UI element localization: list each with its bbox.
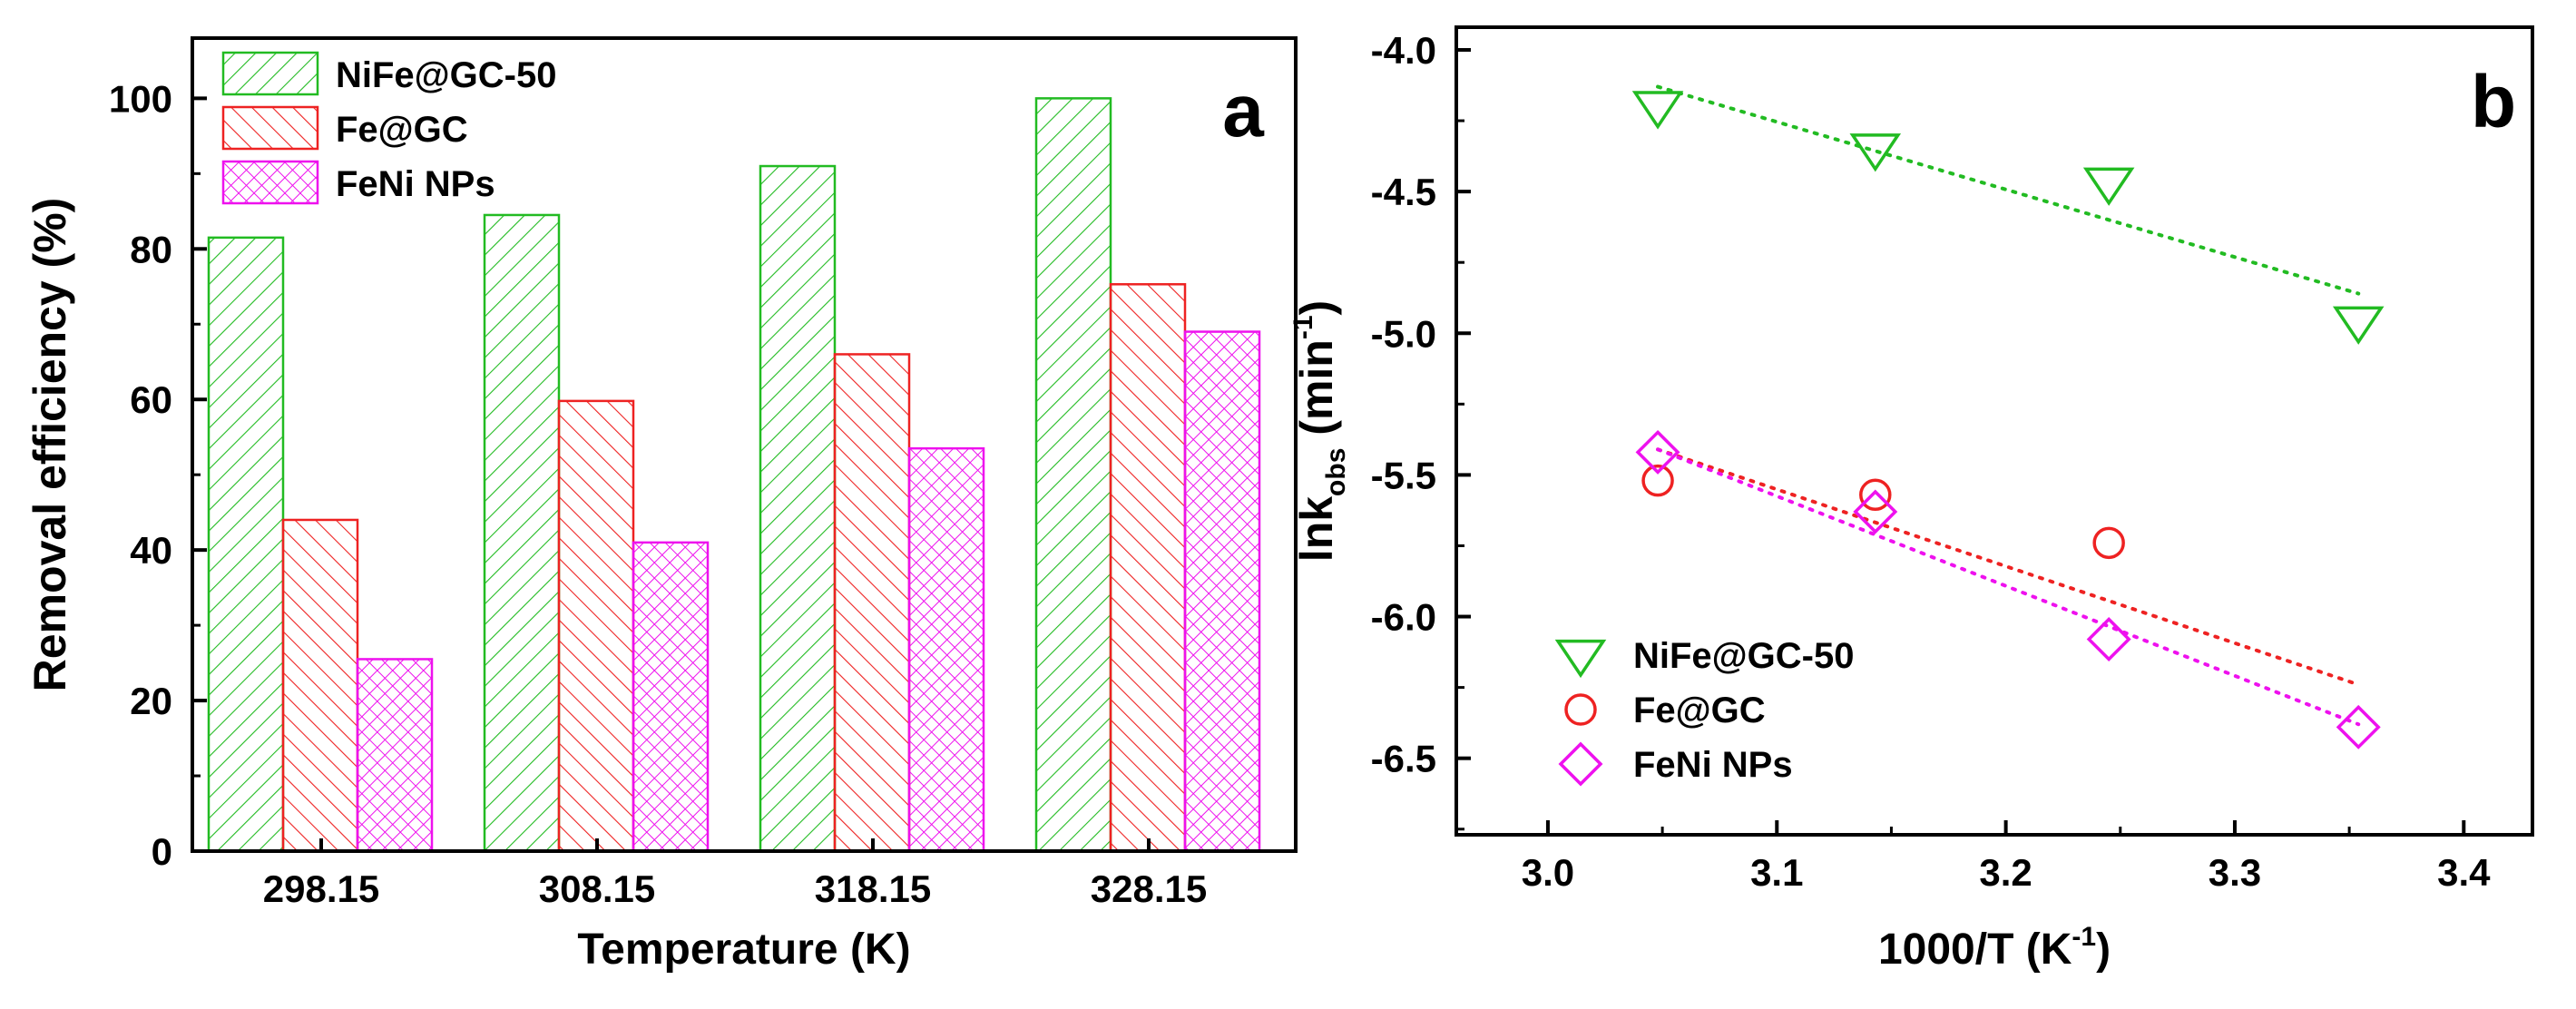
legend-marker-feni-nps [1558,741,1603,787]
x-axis-label: Temperature (K) [577,926,910,974]
point-feni-nps-1 [1853,489,1898,534]
bar-fe-gc-318-15 [833,353,911,853]
y-tick-label: -5.5 [1371,454,1436,496]
x-axis-ticks: 3.0 3.1 3.2 3.3 3.4 [1522,820,2491,894]
point-nife-gc-50-1 [1849,133,1902,172]
bars-group [207,97,1261,853]
bar-feni-nps-328-15 [1183,330,1261,853]
legend-label-feni-nps: FeNi NPs [1633,745,1793,785]
fit-line-fe-gc [1656,447,2361,687]
y-tick-label: 100 [109,77,172,120]
y-tick-label: 80 [130,228,172,270]
y-tick-label: -5.0 [1371,312,1436,355]
legend-label-feni-nps: FeNi NPs [336,164,495,204]
point-fe-gc-1 [1859,478,1892,512]
plot-frame [1455,25,2534,837]
legend-swatch-feni-nps [221,160,319,205]
fit-line-nife-gc-50 [1656,84,2361,296]
x-axis-label-main: 1000/T (K [1878,926,2072,974]
point-fe-gc-2 [2092,526,2125,560]
bar-feni-nps-318-15 [907,446,985,853]
bar-nife-gc-50-308-15 [483,213,561,853]
legend: NiFe@GC-50 Fe@GC FeNi NPs [1554,636,1855,787]
point-nife-gc-50-0 [1631,91,1684,130]
bar-fe-gc-298-15 [281,518,359,853]
panel-letter-b: b [2471,61,2516,143]
point-feni-nps-2 [2086,617,2131,662]
legend-label-fe-gc: Fe@GC [336,110,468,150]
y-tick-label: 60 [130,378,172,421]
legend-label-nife-gc-50: NiFe@GC-50 [336,55,557,95]
x-tick-label: 308.15 [539,867,655,910]
x-tick-label: 3.1 [1750,851,1803,894]
y-tick-label: 20 [130,680,172,722]
y-tick-label: 40 [130,529,172,572]
point-nife-gc-50-2 [2082,167,2135,206]
x-axis-label: 1000/T (K-1) [1878,922,2111,974]
series-group [1631,84,2385,749]
x-tick-label: 3.4 [2437,851,2491,894]
legend-swatch-fe-gc [221,105,319,151]
x-axis-ticks: 298.15 308.15 318.15 328.15 [263,838,1207,910]
y-axis-label: Removal efficiency (%) [24,198,75,692]
y-axis-label-mid: (min [1291,339,1342,447]
y-axis-ticks: -4.0 -4.5 -5.0 -5.5 -6.0 -6.5 [1371,29,1471,831]
y-axis-label-sub: obs [1321,448,1351,496]
y-axis-label-sup: -1 [1288,315,1318,339]
bar-nife-gc-50-298-15 [207,236,285,853]
y-tick-label: -6.0 [1371,596,1436,639]
point-nife-gc-50-3 [2332,306,2385,345]
x-tick-label: 3.3 [2209,851,2261,894]
y-axis-label-close: ) [1291,300,1342,316]
bar-feni-nps-308-15 [632,541,710,853]
plot-frame [191,36,1298,853]
x-axis-label-close: ) [2096,926,2111,974]
y-axis-label-main: lnk [1291,496,1342,562]
x-tick-label: 298.15 [263,867,379,910]
x-tick-label: 3.2 [1979,851,2032,894]
legend: NiFe@GC-50 Fe@GC FeNi NPs [221,51,557,205]
x-tick-label: 328.15 [1091,867,1207,910]
y-tick-label: -4.5 [1371,171,1436,213]
point-feni-nps-3 [2336,704,2381,749]
bar-nife-gc-50-328-15 [1034,97,1112,853]
legend-label-nife-gc-50: NiFe@GC-50 [1633,636,1855,676]
panel-a-bar-chart: 0 20 40 60 80 100 298.15 308.15 318.15 328.15 Ni… [24,36,1298,974]
fit-line-feni-nps [1656,447,2361,727]
point-fe-gc-0 [1641,464,1674,497]
x-tick-label: 318.15 [815,867,931,910]
bar-nife-gc-50-318-15 [759,164,837,853]
y-axis-label: lnkobs (min-1) [1288,300,1351,562]
bar-feni-nps-298-15 [356,658,434,853]
bar-fe-gc-328-15 [1109,283,1187,853]
bar-fe-gc-308-15 [557,399,635,853]
y-tick-label: -6.5 [1371,738,1436,780]
panel-letter-a: a [1222,70,1265,152]
y-tick-label: 0 [152,830,172,873]
x-tick-label: 3.0 [1522,851,1574,894]
legend-swatch-nife-gc-50 [221,51,319,96]
y-tick-label: -4.0 [1371,29,1436,72]
x-axis-label-sup: -1 [2072,922,2096,952]
legend-marker-nife-gc-50 [1554,639,1607,679]
panel-b-scatter-chart: -4.0 -4.5 -5.0 -5.5 -6.0 -6.5 3.0 3.1 3.2 3.3 3.4… [1288,25,2534,974]
legend-marker-fe-gc [1564,693,1597,726]
point-feni-nps-0 [1635,429,1680,475]
legend-label-fe-gc: Fe@GC [1633,691,1766,730]
